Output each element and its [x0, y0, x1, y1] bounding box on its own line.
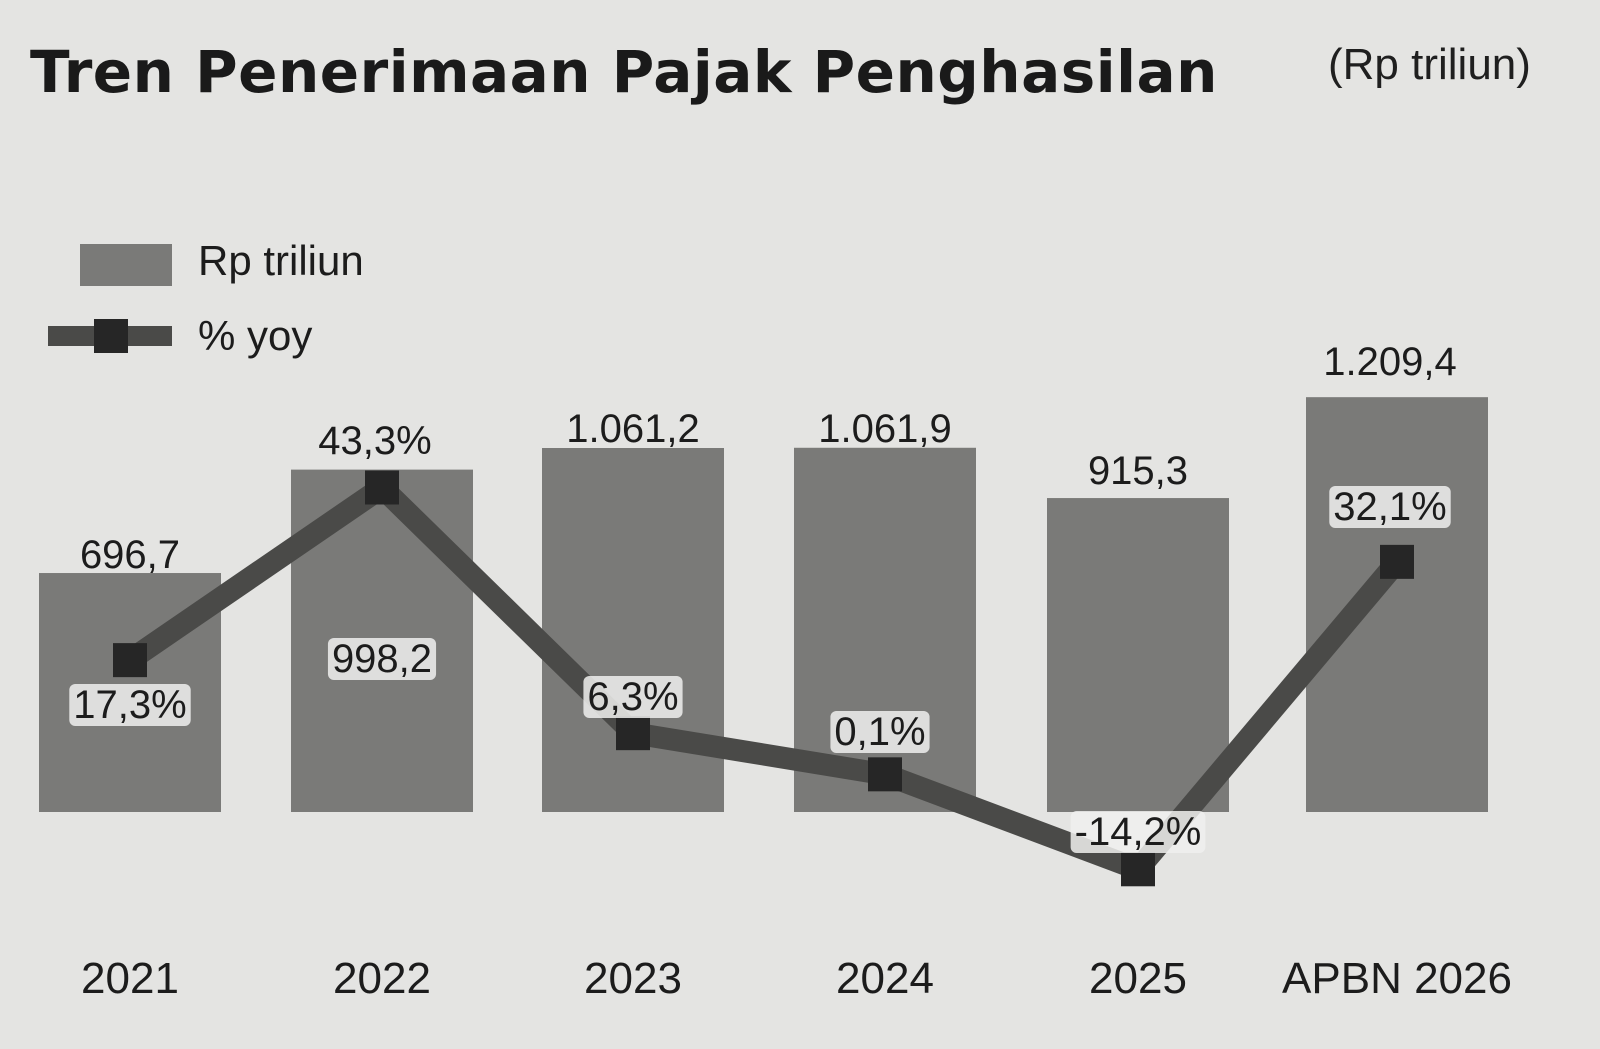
yoy-value-label-3: 0,1% [834, 710, 925, 754]
legend-line-label: % yoy [198, 312, 312, 359]
bar-value-label-1: 998,2 [332, 637, 432, 681]
yoy-marker-2 [616, 716, 650, 751]
bar-value-label-2: 1.061,2 [566, 407, 699, 451]
yoy-value-label-0: 17,3% [73, 683, 186, 727]
bar-value-label-4: 915,3 [1088, 449, 1188, 493]
yoy-value-label-4: -14,2% [1075, 810, 1202, 854]
bar-5 [1306, 397, 1488, 812]
x-tick-label-3: 2024 [836, 954, 934, 1003]
yoy-marker-3 [868, 757, 902, 792]
yoy-value-label-5: 32,1% [1333, 485, 1446, 529]
bar-value-label-5: 1.209,4 [1323, 340, 1456, 384]
yoy-value-label-1: 43,3% [318, 419, 431, 463]
bar-4 [1047, 498, 1229, 812]
yoy-value-label-2: 6,3% [587, 675, 678, 719]
chart-title: Tren Penerimaan Pajak Penghasilan [30, 38, 1218, 106]
yoy-marker-1 [365, 470, 399, 505]
legend-bar-swatch [80, 244, 172, 286]
yoy-value-label-bg-3 [830, 711, 930, 753]
legend-bar-label: Rp triliun [198, 237, 364, 284]
bar-value-label-bg-1 [327, 638, 437, 680]
yoy-marker-0 [113, 643, 147, 678]
yoy-value-label-bg-2 [583, 676, 683, 718]
legend-line-marker [94, 319, 128, 353]
yoy-value-label-bg-5 [1329, 486, 1451, 528]
yoy-value-label-bg-0 [69, 684, 191, 726]
bar-2 [542, 448, 724, 812]
x-tick-label-1: 2022 [333, 954, 431, 1003]
yoy-marker-4 [1121, 852, 1155, 887]
yoy-marker-5 [1380, 544, 1414, 579]
bar-value-label-0: 696,7 [80, 533, 180, 577]
yoy-value-label-bg-4 [1070, 811, 1206, 853]
x-tick-label-5: APBN 2026 [1282, 954, 1512, 1003]
chart-unit: (Rp triliun) [1328, 40, 1531, 89]
x-tick-label-0: 2021 [81, 954, 179, 1003]
x-tick-label-4: 2025 [1089, 954, 1187, 1003]
x-tick-label-2: 2023 [584, 954, 682, 1003]
bar-value-label-3: 1.061,9 [818, 407, 951, 451]
